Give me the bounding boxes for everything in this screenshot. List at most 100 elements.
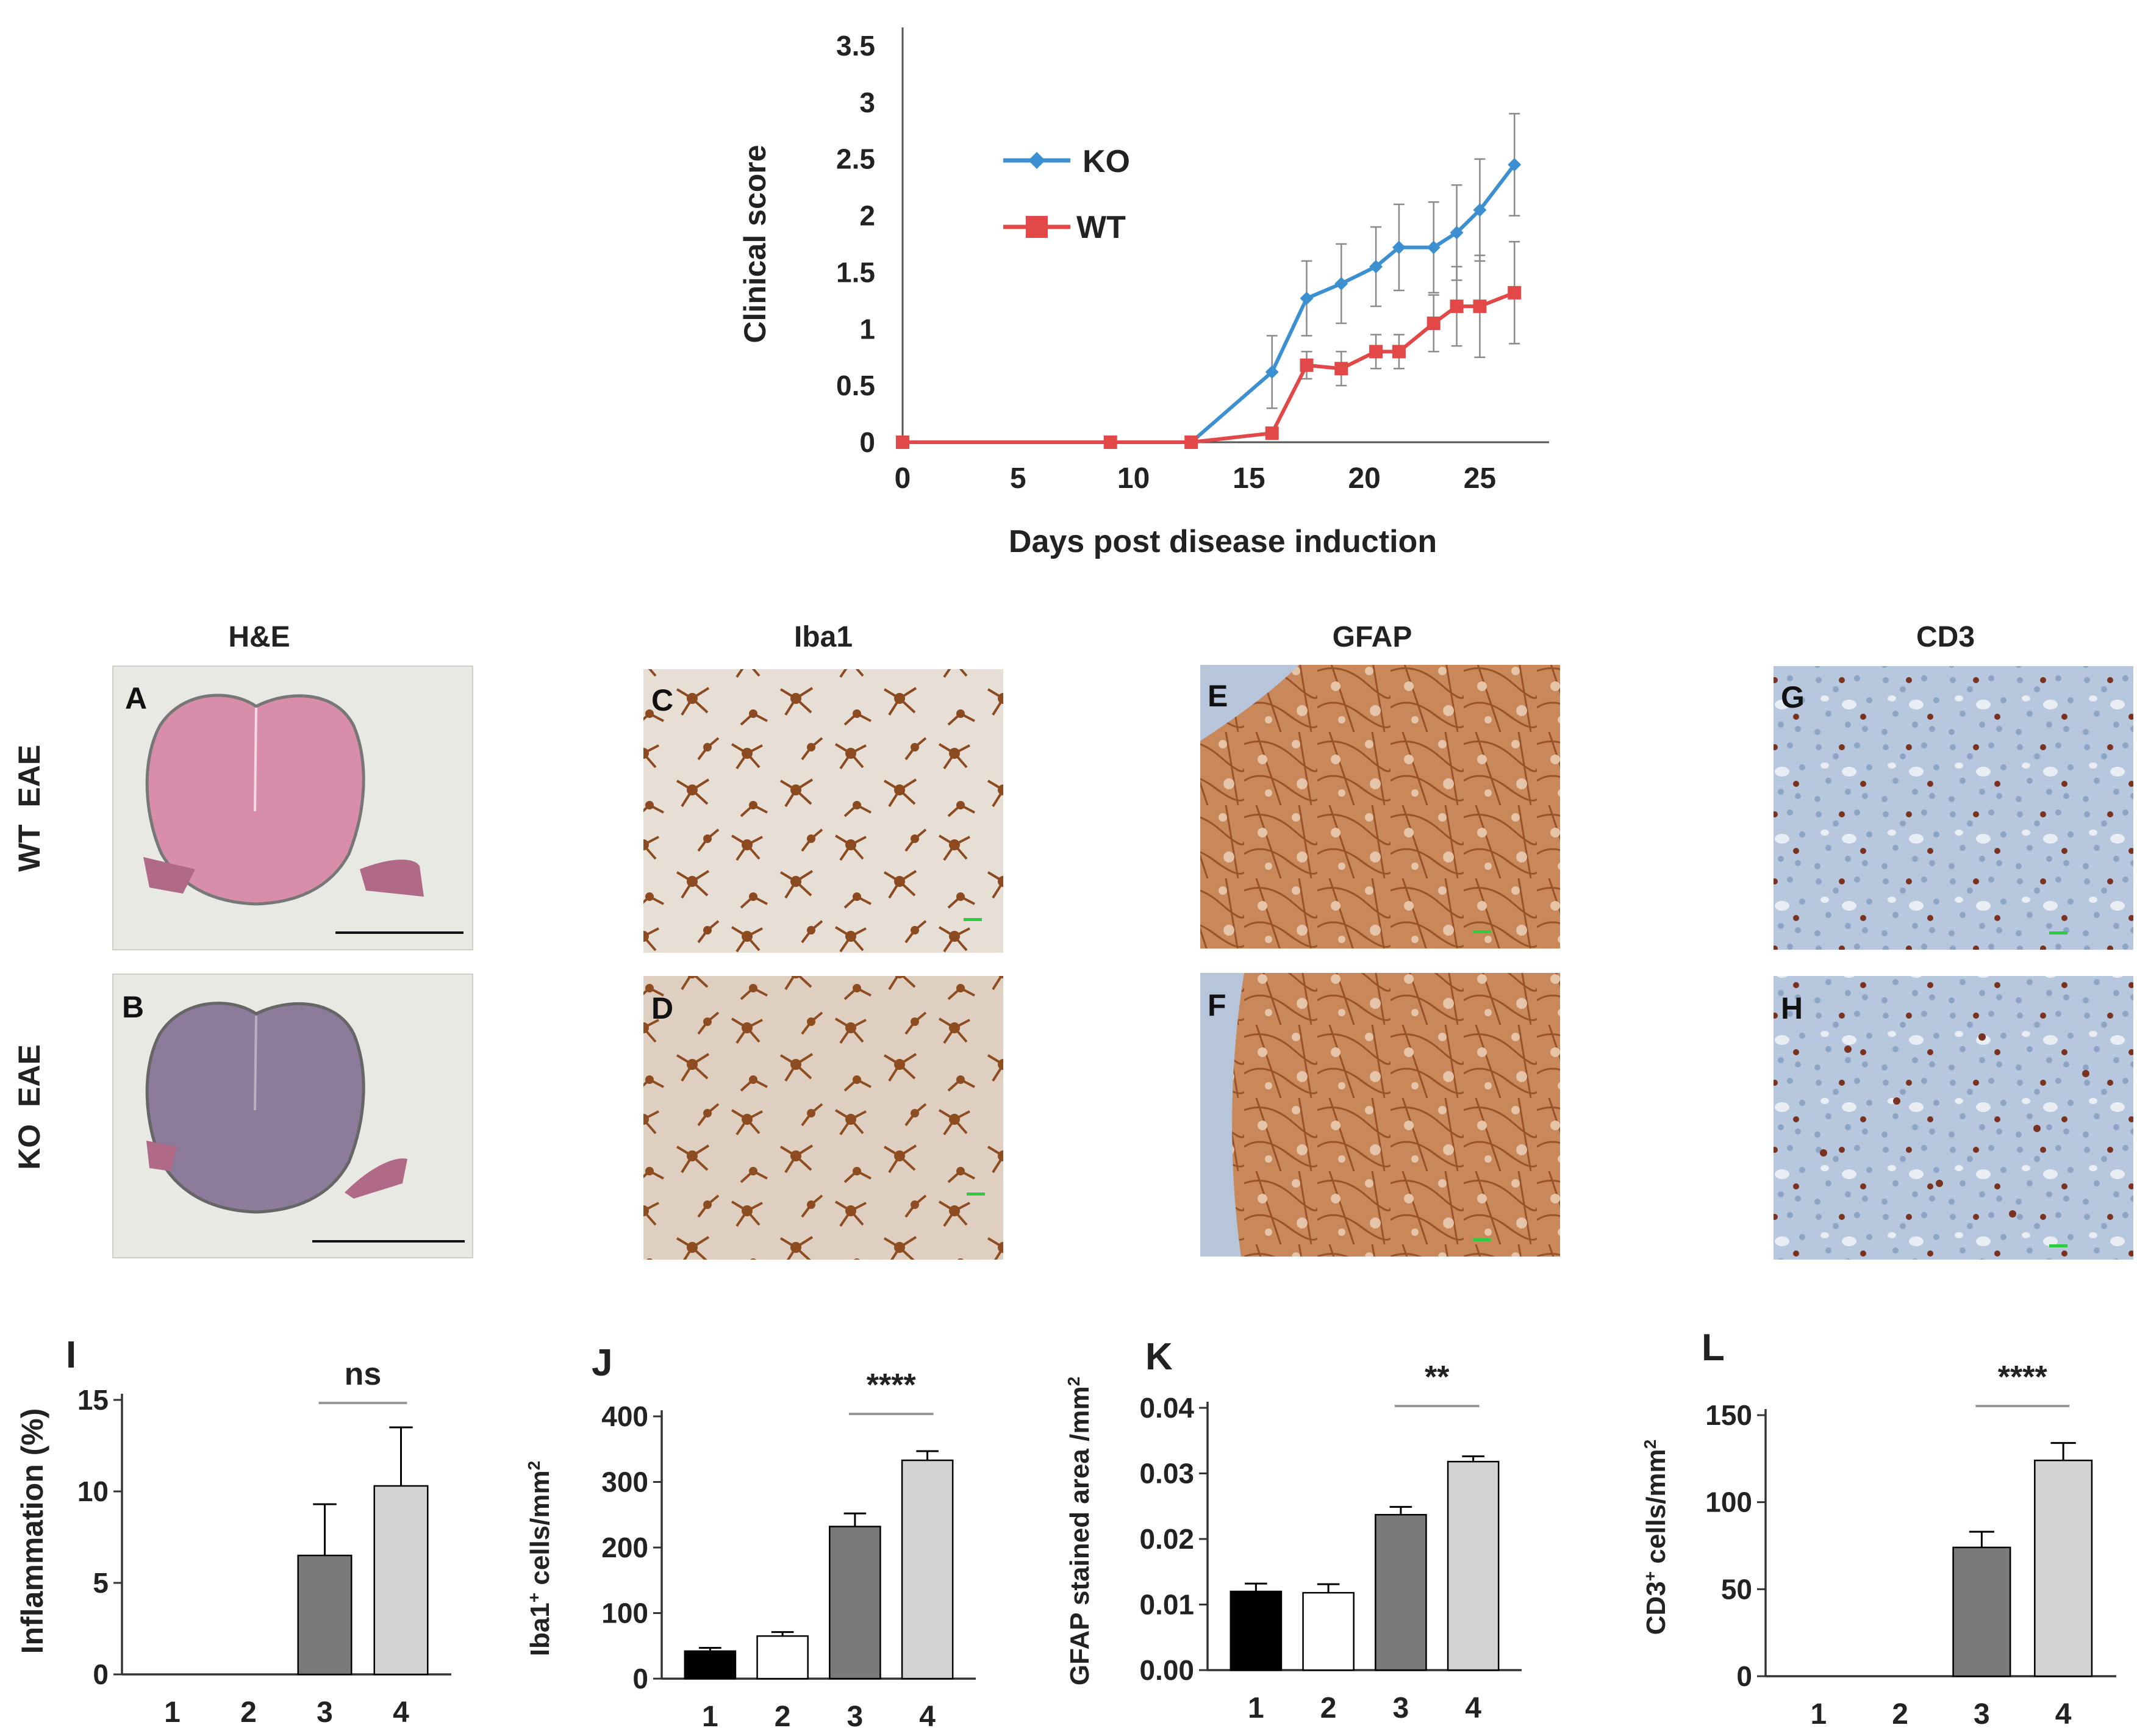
scale-bar-h: [2049, 1244, 2067, 1247]
legend-wt-marker: [1026, 216, 1048, 238]
panel-letter-j: J: [592, 1342, 612, 1384]
bar-i-x-tick-label: 3: [317, 1696, 333, 1729]
bar-j-x-tick-label: 4: [919, 1701, 936, 1733]
bar-k-x-tick-label: 3: [1393, 1692, 1409, 1724]
bar-k-x-tick-label: 1: [1248, 1692, 1264, 1724]
clinical-score-y-tick-label: 2.5: [836, 143, 875, 175]
data-point-wt: [1426, 317, 1441, 330]
panel-letter-g: G: [1781, 680, 1805, 714]
meninges-e: [1200, 665, 1299, 741]
data-point-ko: [1426, 240, 1441, 254]
bar-j-bar: [756, 1635, 809, 1680]
panel-c-image: [643, 669, 1003, 953]
bar-chart-i: I Inflammation (%) 0 5 10 15 1 2 3 4 ns: [15, 1334, 451, 1729]
bar-j-y-label-main: Iba1: [525, 1602, 555, 1656]
panel-f-image: [1200, 973, 1560, 1257]
bar-j-y-label-unit-super: 2: [524, 1461, 543, 1471]
clinical-score-y-tick-label: 3: [859, 87, 875, 118]
histology-grid: H&E Iba1 GFAP CD3 WT EAE KO EAE A B: [12, 621, 2133, 1260]
bar-j-y-tick-label: 100: [601, 1598, 648, 1629]
panel-h-image: [1774, 976, 2133, 1260]
panel-d-image: [643, 976, 1003, 1260]
bar-l-y-label-super: +: [1641, 1571, 1659, 1581]
bar-k-bar: [1230, 1590, 1283, 1671]
data-point-wt: [1392, 345, 1406, 359]
clinical-score-y-ticks: 0 0.5 1 1.5 2 2.5 3 3.5: [836, 30, 875, 458]
panel-letter-a: A: [125, 681, 147, 716]
data-point-ko: [1450, 226, 1464, 240]
legend-wt-label: WT: [1076, 210, 1126, 245]
data-point-ko: [1369, 260, 1383, 274]
clinical-score-x-tick-label: 10: [1117, 462, 1150, 495]
panel-letter-f: F: [1208, 988, 1226, 1022]
bar-k-y-tick-label: 0.02: [1139, 1523, 1194, 1555]
panel-h-cd3-ko: H: [1774, 976, 2133, 1260]
bar-i-x-tick-label: 1: [164, 1696, 181, 1729]
row-header-wt-eae: WT EAE: [12, 745, 46, 872]
bar-i-significance-label: ns: [345, 1357, 382, 1392]
panel-letter-d: D: [651, 991, 673, 1025]
bar-l-x-tick-label: 3: [1974, 1698, 1990, 1731]
panel-letter-k: K: [1145, 1336, 1173, 1378]
bar-j-x-tick-label: 1: [702, 1701, 718, 1733]
legend-ko-label: KO: [1083, 144, 1130, 179]
clinical-score-x-tick-label: 5: [1010, 462, 1026, 495]
bar-l-x-tick-label: 4: [2055, 1698, 2072, 1731]
bar-k-y-axis-label: GFAP stained area /mm2: [1064, 1377, 1095, 1685]
bar-l-y-label-unit-super: 2: [1641, 1440, 1659, 1449]
panel-letter-l: L: [1702, 1327, 1725, 1369]
data-point-wt: [1300, 358, 1314, 372]
bar-l-bar: [2034, 1459, 2093, 1677]
data-point-wt: [1369, 345, 1383, 359]
bar-l-x-tick-label: 2: [1892, 1698, 1908, 1731]
bar-l-bar: [1952, 1546, 2011, 1677]
data-point-wt: [1450, 299, 1464, 314]
bar-l-x-tick-label: 1: [1811, 1698, 1827, 1731]
data-point-ko: [1508, 158, 1522, 171]
bar-l-y-axis-label: CD3+ cells/mm2: [1641, 1440, 1672, 1635]
bar-i-y-tick-label: 0: [93, 1659, 109, 1690]
data-point-wt: [1508, 285, 1522, 299]
nerve-root-left-wt: [143, 857, 195, 894]
column-header-iba1: Iba1: [794, 621, 853, 653]
clinical-score-series: [896, 158, 1522, 449]
bar-j-y-label-rest: cells/mm: [525, 1470, 555, 1593]
bar-j-bar: [684, 1650, 737, 1680]
panel-f-gfap-ko: F: [1200, 973, 1560, 1257]
clinical-score-x-tick-label: 25: [1464, 462, 1496, 495]
bar-j-significance-label: ****: [867, 1368, 917, 1403]
clinical-score-x-tick-label: 20: [1348, 462, 1380, 495]
series-line-ko: [1190, 163, 1516, 444]
bar-k-y-label-unit-super: 2: [1064, 1377, 1083, 1386]
scale-bar-b: [312, 1240, 465, 1243]
bar-k-bar: [1302, 1591, 1355, 1671]
bar-i-y-tick-label: 5: [93, 1567, 109, 1599]
scale-bar-d: [967, 1193, 985, 1196]
bar-k-y-tick-label: 0.01: [1139, 1589, 1194, 1621]
data-point-ko: [1334, 277, 1348, 290]
clinical-score-legend: KO WT: [1003, 144, 1130, 245]
scale-bar-c: [964, 918, 982, 921]
bar-j-bar: [901, 1459, 954, 1680]
clinical-score-x-axis-label: Days post disease induction: [1009, 524, 1437, 559]
panel-letter-e: E: [1208, 679, 1228, 713]
clinical-score-y-tick-label: 1: [859, 313, 875, 345]
clinical-score-y-tick-label: 1.5: [836, 256, 875, 288]
panel-b-he-ko: B: [112, 974, 473, 1258]
bar-l-y-tick-label: 0: [1736, 1660, 1752, 1692]
column-header-gfap: GFAP: [1333, 621, 1412, 653]
series-line-wt: [903, 291, 1516, 444]
bar-j-y-tick-label: 0: [632, 1663, 648, 1695]
bar-j-x-tick-label: 2: [775, 1701, 791, 1733]
panel-letter-i: I: [66, 1334, 76, 1376]
bar-k-x-tick-label: 2: [1320, 1692, 1337, 1724]
bar-l-y-tick-label: 50: [1721, 1573, 1752, 1605]
bar-i-bar: [297, 1554, 353, 1676]
panel-letter-b: B: [122, 990, 144, 1024]
data-point-wt: [1473, 299, 1487, 314]
bar-chart-k: K GFAP stained area /mm2 0.000.010.020.0…: [1064, 1336, 1522, 1724]
nerve-root-right-ko: [345, 1158, 407, 1199]
clinical-score-x-tick-label: 15: [1233, 462, 1265, 495]
